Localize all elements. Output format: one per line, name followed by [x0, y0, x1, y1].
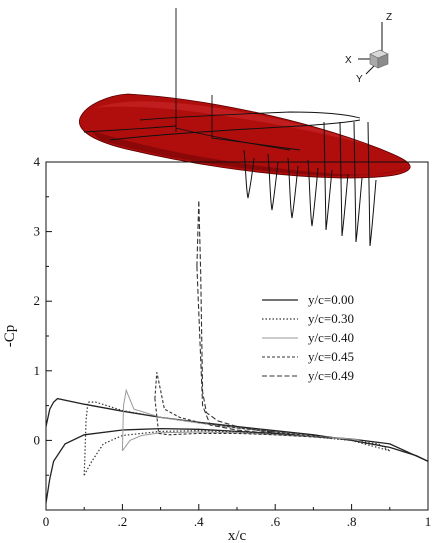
wing-trace-3: [83, 125, 177, 133]
triad-x-label: X: [345, 55, 352, 66]
legend-label-1: y/c=0.30: [308, 311, 354, 326]
cp-chart: 0 .2 .4 .6 .8 1 0 1 2 3 4 y/c=0.00 y/c=0.30 y/c=0.4…: [2, 154, 431, 543]
axes-triad: Z X Y: [345, 12, 392, 85]
y-tick-label-1: 1: [34, 363, 41, 378]
wing-shading: [90, 130, 408, 176]
series-2-lower-line: [121, 431, 360, 452]
wing-trace-4: [109, 119, 361, 141]
y-tick-label-2: 2: [34, 293, 41, 308]
legend-label-3: y/c=0.45: [308, 349, 354, 364]
legend-label-0: y/c=0.00: [308, 292, 354, 307]
x-tick-label-5: 1: [425, 514, 432, 529]
x-tick-label-4: .8: [347, 514, 357, 529]
series-0-lower-line: [45, 427, 429, 504]
series-1-lower-line: [83, 430, 390, 476]
legend-label-2: y/c=0.40: [308, 330, 354, 345]
series-3-upper-line: [154, 372, 333, 439]
x-tick-label-2: .4: [194, 514, 204, 529]
wing-surface: [79, 93, 411, 179]
y-tick-label-4: 4: [34, 154, 41, 169]
wing-section-spikes: [243, 121, 377, 247]
triad-y-label: Y: [356, 74, 363, 85]
y-tick-label-0: 0: [34, 432, 41, 447]
series-2-upper-line: [121, 388, 360, 451]
wing-spike-2: [267, 153, 279, 211]
y-tick-label-3: 3: [34, 224, 41, 239]
wing-spike-8: [367, 121, 377, 247]
series-4-upper-line: [196, 200, 276, 433]
y-axis-label: -Cp: [2, 325, 18, 348]
x-tick-label-1: .2: [118, 514, 128, 529]
triad-cube-right: [377, 53, 389, 69]
y-axis-ticks: 0 1 2 3 4: [34, 154, 52, 476]
x-tick-label-3: .6: [270, 514, 280, 529]
wing-spike-1: [243, 149, 255, 199]
legend: y/c=0.00 y/c=0.30 y/c=0.40 y/c=0.45 y/c=0.49: [262, 292, 354, 383]
series-4-lower-line: [196, 266, 276, 433]
wing-highlight: [96, 101, 372, 146]
wing-illustration: [79, 8, 411, 247]
x-axis-label: x/c: [228, 528, 247, 543]
series-0-upper-line: [45, 397, 429, 462]
wing-trace-5: [139, 111, 361, 121]
plot-frame: [45, 161, 429, 511]
wing-trace-root: [175, 8, 291, 151]
wing-pressure-traces: [83, 8, 361, 151]
series-lines: [45, 200, 429, 504]
x-axis-ticks: 0 .2 .4 .6 .8 1: [43, 504, 432, 529]
wing-spike-3: [287, 157, 299, 219]
wing-spike-4: [307, 159, 319, 227]
x-tick-label-0: 0: [43, 514, 50, 529]
wing-spike-6: [339, 121, 349, 237]
legend-label-4: y/c=0.49: [308, 368, 354, 383]
triad-z-label: Z: [386, 12, 392, 23]
wing-spike-7: [353, 121, 363, 243]
wing-trace-2: [211, 95, 301, 151]
series-3-lower-line: [154, 398, 333, 439]
wing-spike-5: [323, 121, 333, 231]
